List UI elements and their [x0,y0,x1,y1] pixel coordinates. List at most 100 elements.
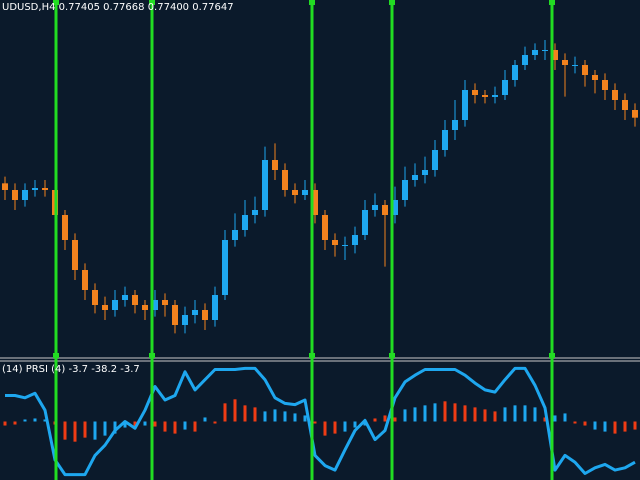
candle-body [82,270,88,290]
candle-body [302,190,308,195]
candle-body [312,190,318,215]
histogram-bar [263,411,267,422]
candle-body [112,300,118,310]
signal-marker [149,0,155,5]
histogram-bar [593,421,597,430]
histogram-bar [473,407,477,422]
candle-body [472,90,478,95]
candle-body [32,188,38,190]
histogram-bar [343,421,347,432]
signal-marker [149,353,155,358]
candle-body [22,190,28,200]
histogram-bar [443,401,447,422]
candle-body [382,205,388,215]
signal-marker [389,0,395,5]
histogram-bar [103,421,107,436]
signal-marker [53,0,59,5]
histogram-bar [413,407,417,422]
histogram-bar [483,409,487,422]
histogram-bar [63,421,67,440]
candle-body [2,183,8,190]
histogram-bar [383,415,387,422]
histogram-bar [303,415,307,422]
histogram-bar [33,418,37,422]
histogram-bar [463,405,467,422]
candle-body [452,120,458,130]
candle-body [632,110,638,118]
histogram-bar [183,421,187,430]
candle-body [272,160,278,170]
histogram-bar [373,418,377,422]
candle-body [512,65,518,80]
histogram-bar [223,403,227,422]
candle-body [392,200,398,215]
indicator-title: (14) PRSI (4) -3.7 -38.2 -3.7 [2,364,140,375]
candle-body [612,90,618,100]
candle-body [522,55,528,65]
histogram-bar [13,421,17,425]
signal-marker [389,353,395,358]
histogram-bar [453,403,457,422]
candle-body [202,310,208,320]
candle-body [72,240,78,270]
histogram-bar [403,409,407,422]
histogram-bar [193,421,197,432]
candle-body [622,100,628,110]
signal-marker [309,353,315,358]
candle-body [242,215,248,230]
indicator-line [5,366,636,477]
indicator-panel [3,366,637,477]
histogram-bar [93,421,97,440]
candle-body [142,305,148,310]
histogram-bar [253,407,257,422]
histogram-bar [323,421,327,436]
histogram-bar [283,411,287,422]
candle-body [162,300,168,305]
candle-body [222,240,228,295]
histogram-bar [393,417,397,422]
histogram-bar [603,421,607,432]
candle-body [592,75,598,80]
histogram-bar [143,421,147,426]
histogram-bar [293,413,297,422]
candle-body [542,50,548,51]
candle-body [412,175,418,180]
histogram-bar [433,403,437,422]
histogram-bar [543,417,547,422]
candle-body [292,190,298,195]
histogram-bar [153,421,157,427]
histogram-bar [333,421,337,434]
candle-body [442,130,448,150]
histogram-bar [163,421,167,432]
histogram-bar [523,405,527,422]
signal-lines [53,0,555,480]
candle-body [342,245,348,246]
candle-body [62,215,68,240]
candle-body [372,205,378,210]
candle-body [122,295,128,300]
candle-body [182,315,188,325]
candle-body [152,300,158,310]
histogram-bar [513,405,517,422]
histogram-bar [573,421,577,424]
histogram-bar [113,421,117,434]
candle-body [572,65,578,66]
histogram-bar [353,421,357,428]
chart-title: UDUSD,H4 0.77405 0.77668 0.77400 0.77647 [2,2,234,13]
histogram-bar [583,421,587,426]
candle-body [532,50,538,55]
histogram-bar [3,421,7,426]
signal-marker [549,0,555,5]
candle-body [562,60,568,65]
candle-body [232,230,238,240]
candle-body [362,210,368,235]
histogram-bar [23,419,27,422]
histogram-bar [213,421,217,424]
candle-body [462,90,468,120]
histogram-bar [553,415,557,422]
candle-body [132,295,138,305]
histogram-bar [503,407,507,422]
candle-body [282,170,288,190]
histogram-bar [133,421,137,427]
